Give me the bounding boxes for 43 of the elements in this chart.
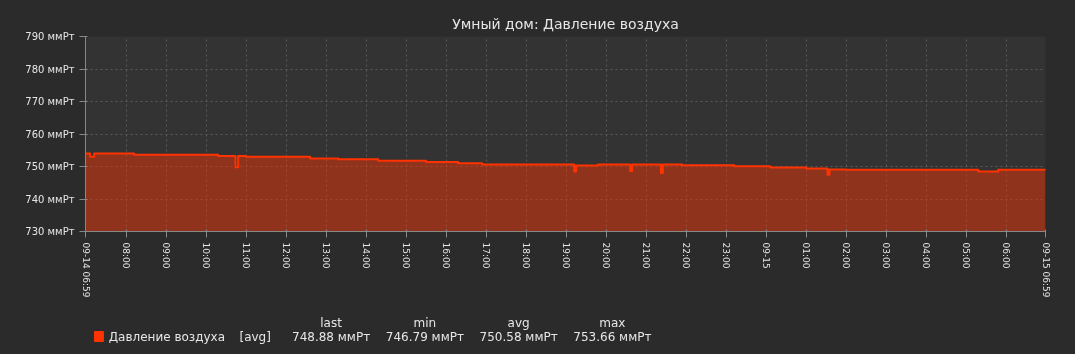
y-tick-label: 780 ммРт	[25, 63, 75, 75]
text: 746.79 ммРт	[385, 329, 464, 344]
x-tick-label: 15:00	[401, 242, 412, 269]
text: [avg]	[239, 329, 271, 344]
y-tick-label: 770 ммРт	[25, 96, 75, 107]
x-tick-label: 10:00	[201, 242, 212, 269]
x-tick-label: 12:00	[281, 242, 292, 269]
x-tick-label: 18:00	[521, 242, 532, 269]
chart-title: Умный дом: Давление воздуха	[452, 15, 679, 32]
text: last	[320, 315, 343, 330]
y-tick-label: 740 ммРт	[25, 193, 75, 205]
x-tick-label: 19:00	[561, 242, 572, 269]
y-tick-label: 760 ммРт	[25, 128, 75, 140]
x-tick-label: 05:00	[961, 242, 972, 269]
x-tick-label: 01:00	[801, 242, 812, 269]
text: max	[599, 315, 626, 330]
x-tick-label: 02:00	[841, 242, 852, 269]
x-tick-label: 23:00	[721, 242, 732, 269]
x-tick-label: 22:00	[681, 242, 692, 269]
text: min	[413, 315, 437, 330]
x-tick-label: 09-14 06:59	[80, 242, 91, 298]
x-tick-label: 09:00	[161, 242, 172, 269]
x-tick-label: 16:00	[441, 242, 452, 269]
x-tick-label: 08:00	[121, 242, 132, 269]
x-tick-label: 06:00	[1001, 242, 1012, 269]
text: 753.66 ммРт	[573, 329, 652, 344]
y-tick-label: 730 ммРт	[25, 226, 75, 237]
text: 750.58 ммРт	[479, 329, 558, 344]
x-tick-label: 13:00	[321, 242, 332, 269]
x-tick-label: 03:00	[881, 242, 892, 269]
x-tick-label: 21:00	[641, 242, 652, 269]
x-tick-label: 20:00	[601, 242, 612, 269]
y-tick-label: 790 ммРт	[25, 31, 75, 42]
x-tick-label: 04:00	[921, 242, 932, 269]
x-tick-label: 09-15	[761, 242, 772, 269]
x-tick-label: 17:00	[481, 242, 492, 269]
x-tick-label: 14:00	[361, 242, 372, 269]
text: avg	[507, 315, 530, 330]
legend-label: Давление воздуха	[108, 329, 226, 344]
x-tick-label: 09-15 06:59	[1040, 242, 1051, 298]
x-tick-label: 11:00	[241, 242, 252, 269]
text: 748.88 ммРт	[292, 329, 371, 344]
y-tick-label: 750 ммРт	[25, 161, 75, 172]
